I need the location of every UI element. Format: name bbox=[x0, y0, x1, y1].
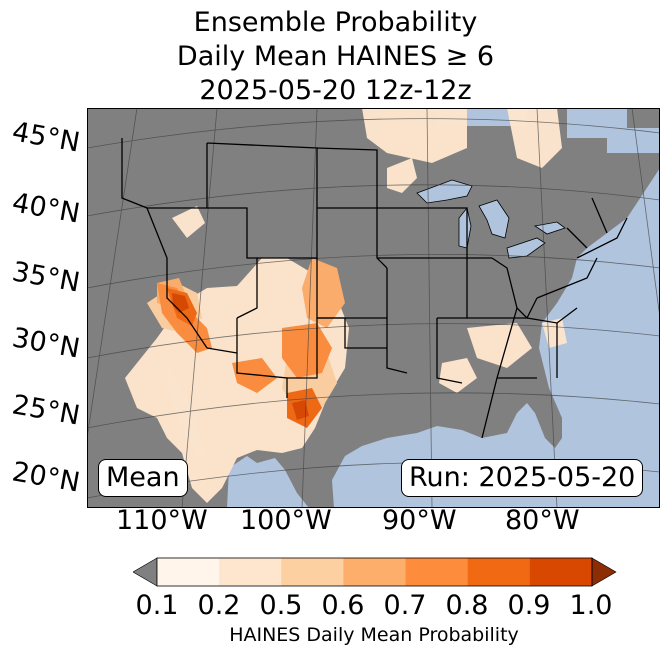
great-lakes bbox=[416, 179, 566, 259]
lat-label-25: 25°N bbox=[9, 389, 83, 432]
colorbar-tick-0: 0.1 bbox=[135, 590, 179, 621]
lon-label-110: 110°W bbox=[116, 505, 208, 536]
colorbar-bin-0 bbox=[157, 558, 220, 586]
lon-label-90: 90°W bbox=[382, 505, 457, 536]
colorbar-tick-2: 0.5 bbox=[259, 590, 303, 621]
colorbar-tick-5: 0.8 bbox=[445, 590, 489, 621]
colorbar-bin-5 bbox=[467, 558, 531, 586]
colorbar-tick-3: 0.6 bbox=[321, 590, 365, 621]
colorbar-bin-3 bbox=[343, 558, 407, 586]
probability-map bbox=[87, 108, 660, 508]
state-borders bbox=[121, 138, 628, 439]
colorbar-tick-6: 0.9 bbox=[507, 590, 551, 621]
run-date-box: Run: 2025-05-20 bbox=[401, 459, 644, 497]
colorbar-bin-4 bbox=[405, 558, 469, 586]
colorbar-bin-1 bbox=[219, 558, 282, 586]
colorbar bbox=[133, 557, 617, 587]
lon-label-80: 80°W bbox=[505, 505, 580, 536]
lat-label-20: 20°N bbox=[9, 456, 83, 499]
lat-label-30: 30°N bbox=[9, 322, 83, 365]
colorbar-bin-6 bbox=[529, 558, 593, 586]
lat-label-35: 35°N bbox=[9, 256, 83, 299]
colorbar-tick-1: 0.2 bbox=[197, 590, 241, 621]
mean-label-box: Mean bbox=[98, 459, 188, 497]
colorbar-over-arrow bbox=[591, 557, 617, 587]
colorbar-bin-2 bbox=[281, 558, 344, 586]
probability-field bbox=[125, 108, 567, 503]
colorbar-tick-7: 1.0 bbox=[569, 590, 613, 621]
title-line-2: Daily Mean HAINES ≥ 6 bbox=[176, 41, 495, 72]
colorbar-label: HAINES Daily Mean Probability bbox=[229, 624, 519, 646]
lat-label-40: 40°N bbox=[9, 187, 83, 230]
colorbar-tick-4: 0.7 bbox=[383, 590, 427, 621]
lon-label-100: 100°W bbox=[240, 505, 332, 536]
lat-label-45: 45°N bbox=[9, 116, 83, 159]
title-line-1: Ensemble Probability bbox=[193, 7, 478, 38]
title-line-3: 2025-05-20 12z-12z bbox=[199, 75, 472, 106]
colorbar-under-arrow bbox=[133, 557, 158, 587]
